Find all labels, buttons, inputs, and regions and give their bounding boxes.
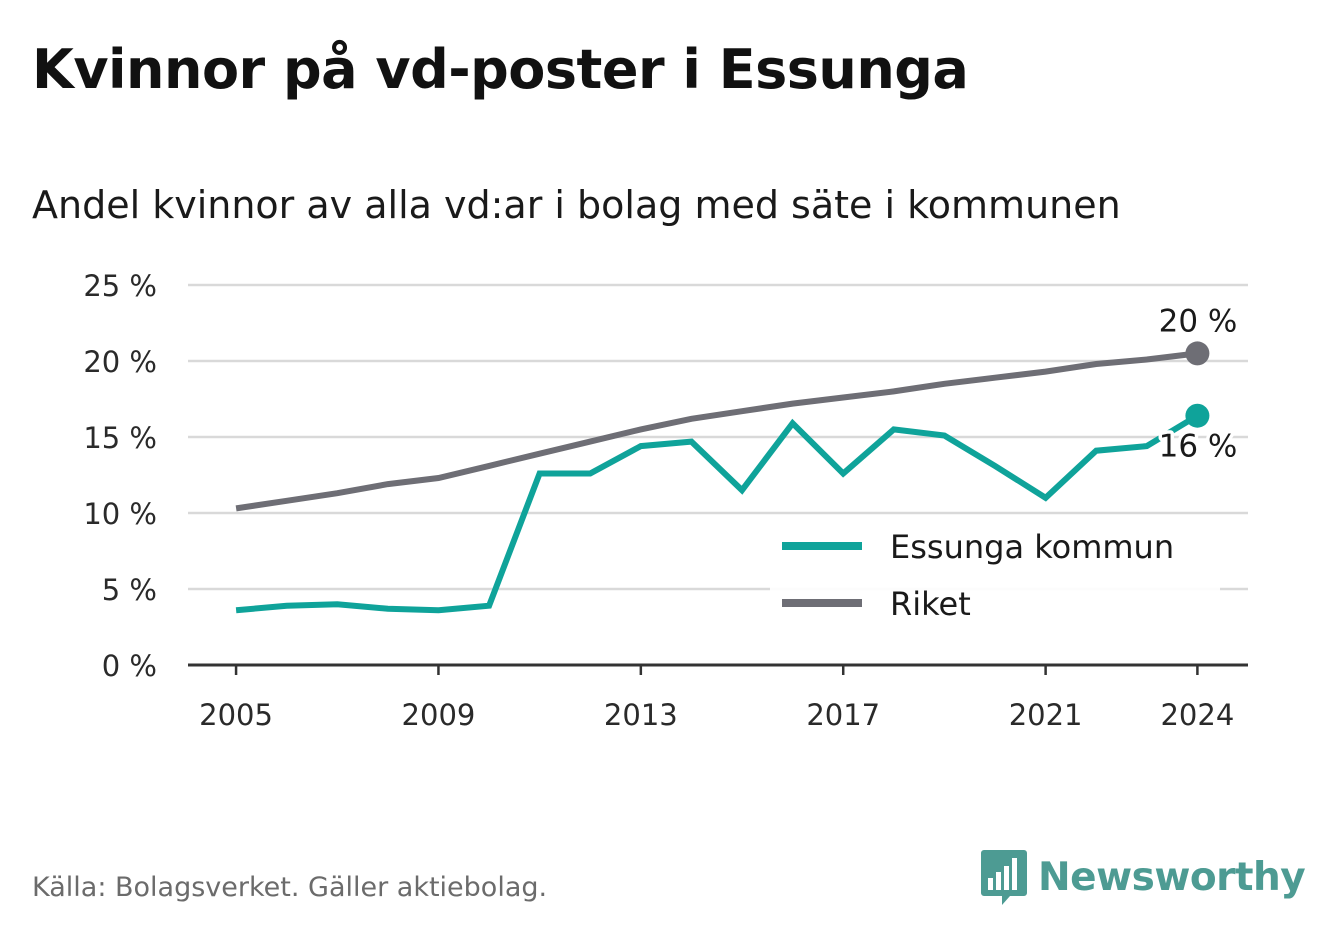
series-end-point — [1185, 403, 1210, 428]
y-tick-label: 10 % — [83, 497, 157, 531]
gridlines — [188, 283, 1248, 591]
legend-label: Riket — [890, 585, 971, 623]
y-tick-label: 15 % — [83, 421, 157, 455]
brand-logo-link[interactable]: Newsworthy — [980, 848, 1306, 906]
bar-chart-speech-bubble-icon — [981, 850, 1027, 905]
chart-subtitle: Andel kvinnor av alla vd:ar i bolag med … — [32, 183, 1121, 227]
x-tick-label: 2024 — [1160, 698, 1234, 732]
chart-title: Kvinnor på vd-poster i Essunga — [32, 38, 969, 101]
series-line — [235, 350, 1198, 512]
brand-name: Newsworthy — [1038, 854, 1306, 900]
source-note: Källa: Bolagsverket. Gäller aktiebolag. — [32, 872, 548, 903]
x-tick-label: 2017 — [806, 698, 880, 732]
series-end-point — [1185, 341, 1210, 366]
end-labels: 16 % 20 % — [1155, 300, 1241, 468]
x-tick-label: 2021 — [1009, 698, 1083, 732]
y-tick-label: 20 % — [83, 345, 157, 379]
legend: Essunga kommun Riket — [770, 515, 1220, 635]
x-tick-label: 2013 — [604, 698, 678, 732]
y-tick-label: 0 % — [102, 649, 157, 683]
series-lines — [235, 341, 1210, 614]
x-axis: 2005 2009 2013 2017 2021 2024 — [188, 663, 1248, 732]
end-value-label: 20 % — [1159, 303, 1238, 339]
y-axis-ticks: 0 % 5 % 10 % 15 % 20 % 25 % — [83, 269, 157, 683]
legend-label: Essunga kommun — [890, 528, 1174, 566]
x-tick-label: 2009 — [402, 698, 476, 732]
end-value-label: 16 % — [1159, 429, 1238, 465]
y-tick-label: 5 % — [102, 573, 157, 607]
legend-background — [770, 515, 1220, 635]
y-tick-label: 25 % — [83, 269, 157, 303]
series-line — [235, 413, 1199, 614]
x-tick-label: 2005 — [199, 698, 273, 732]
